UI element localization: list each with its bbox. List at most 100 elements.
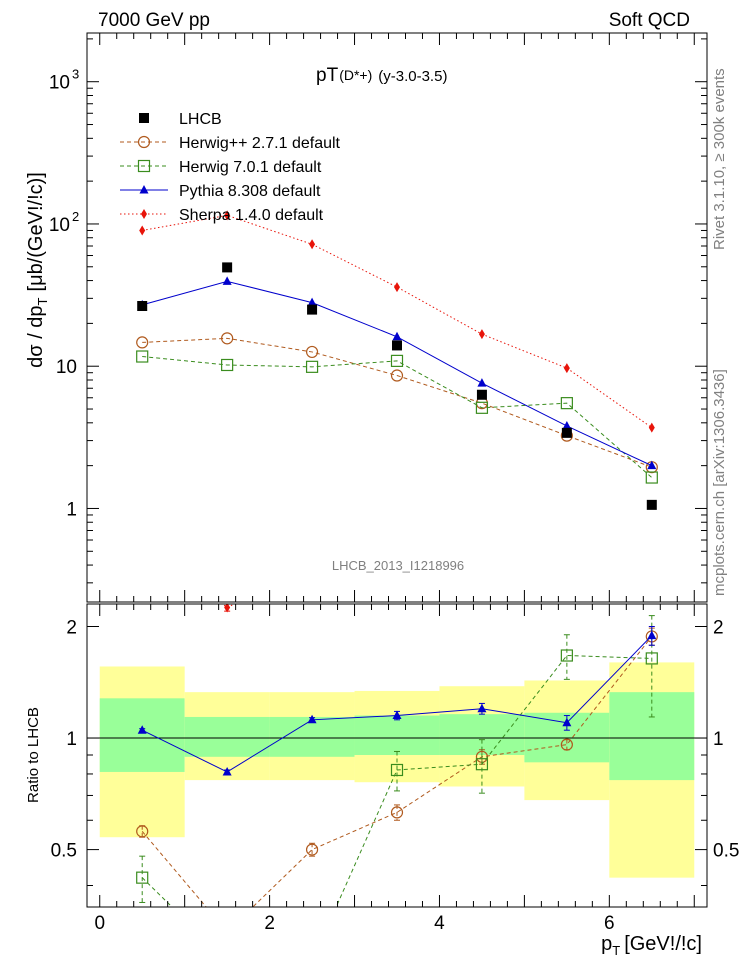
header-left: 7000 GeV pp	[98, 10, 210, 31]
plot-title: pT(D*+) (y-3.0-3.5)	[316, 65, 447, 86]
series-point-herwigpp	[136, 336, 149, 349]
ratio-y-tick-label-right: 1	[713, 729, 724, 750]
series-point-herwigpp	[221, 332, 234, 345]
series-line-sherpa	[142, 214, 653, 429]
ratio-point-sherpa	[649, 531, 655, 541]
legend-marker-lhcb	[139, 113, 149, 123]
ratio-point-pythia	[222, 766, 232, 776]
main-y-tick-exponent: 3	[72, 67, 79, 82]
series-line-herwig7	[142, 356, 653, 478]
x-tick-label: 6	[604, 913, 615, 934]
main-y-tick-exponent: 2	[72, 209, 79, 224]
legend: LHCB Herwig++ 2.7.1 default Herwig 7.0.1 d…	[120, 111, 341, 224]
series-point-pythia	[647, 460, 657, 470]
legend-label-lhcb: LHCB	[179, 111, 222, 128]
series-point-herwig7	[305, 360, 319, 373]
series-point-herwig7	[221, 358, 234, 372]
ratio-point-sherpa	[394, 582, 400, 592]
ratio-point-herwigpp	[560, 738, 573, 751]
data-point-lhcb	[222, 262, 233, 273]
ratio-uncertainty-bands	[99, 662, 695, 878]
series-point-pythia	[477, 378, 487, 387]
ratio-y-tick-label-left: 0.5	[51, 841, 77, 862]
legend-marker-herwig7	[137, 159, 151, 173]
legend-marker-herwigpp	[137, 135, 151, 149]
analysis-watermark: LHCB_2013_I1218996	[332, 558, 464, 573]
series-point-sherpa	[478, 329, 485, 340]
series-point-sherpa	[563, 363, 570, 374]
series-point-herwig7	[475, 401, 489, 414]
ratio-point-herwigpp	[136, 825, 149, 838]
ratio-stat-band	[609, 692, 695, 781]
main-y-axis-label: dσ / dpT [μb/(GeV!/!c)]	[25, 172, 50, 368]
series-point-pythia	[222, 276, 232, 285]
series-point-pythia	[307, 297, 317, 307]
ratio-point-pythia	[307, 714, 317, 724]
main-panel-series	[136, 210, 658, 510]
ratio-y-axis-label: Ratio to LHCB	[25, 707, 42, 803]
ratio-point-herwig7	[307, 956, 318, 967]
rivet-version-label: Rivet 3.1.10, ≥ 300k events	[711, 68, 728, 250]
main-y-label-pre: dσ / dp	[25, 305, 47, 367]
ratio-point-herwig7	[560, 649, 573, 662]
data-point-lhcb	[476, 389, 487, 400]
plot-title-range: (y-3.0-3.5)	[378, 68, 447, 85]
x-label-sub: T	[612, 943, 620, 958]
series-point-pythia	[392, 331, 402, 341]
series-line-herwigpp	[142, 337, 652, 468]
ratio-y-tick-label-left: 2	[66, 617, 77, 638]
series-point-sherpa	[309, 239, 316, 250]
ratio-panel-series	[136, 531, 658, 967]
ratio-line-herwig7	[141, 655, 652, 907]
series-point-herwigpp	[305, 345, 319, 359]
main-y-tick-label: 1	[66, 499, 77, 520]
main-y-tick-label: 10	[56, 357, 77, 378]
ratio-point-herwigpp	[305, 843, 319, 856]
x-label-unit: [GeV!/!c]	[624, 933, 702, 955]
ratio-point-sherpa	[224, 604, 231, 613]
data-point-lhcb	[561, 427, 572, 438]
series-point-herwig7	[560, 397, 573, 410]
main-y-tick-label: 10	[49, 73, 70, 94]
ratio-point-herwig7	[390, 763, 404, 777]
ratio-stat-band	[99, 698, 185, 772]
series-point-sherpa	[139, 225, 146, 236]
ratio-stat-band	[184, 716, 270, 757]
x-tick-label: 2	[264, 913, 275, 934]
ratio-point-pythia	[647, 630, 657, 640]
data-point-lhcb	[646, 499, 657, 510]
legend-marker-sherpa	[141, 209, 147, 219]
ratio-point-pythia	[137, 725, 147, 734]
plot-title-superscript: (D*+)	[339, 67, 372, 83]
ratio-y-tick-label-right: 2	[713, 617, 724, 638]
ratio-point-sherpa	[309, 562, 315, 572]
header-right: Soft QCD	[609, 10, 690, 31]
ratio-point-herwig7	[645, 652, 658, 665]
axis-ticks	[87, 33, 707, 907]
legend-label-pythia: Pythia 8.308 default	[179, 183, 321, 200]
plot-title-main: pT	[316, 65, 339, 86]
main-y-tick-label: 10	[49, 215, 70, 236]
series-point-herwigpp	[390, 369, 404, 382]
data-point-lhcb	[392, 340, 402, 351]
ratio-y-tick-label-left: 1	[66, 729, 77, 750]
ratio-point-sherpa	[564, 564, 570, 574]
data-point-lhcb	[137, 301, 148, 312]
ratio-point-pythia	[477, 703, 487, 713]
x-tick-label: 0	[94, 913, 105, 934]
series-line-pythia	[142, 280, 653, 467]
legend-label-herwig7: Herwig 7.0.1 default	[179, 159, 322, 176]
ratio-point-herwig7	[475, 758, 489, 771]
x-label-main: p	[601, 933, 612, 955]
ratio-point-sherpa	[139, 536, 145, 546]
ratio-y-tick-label-right: 0.5	[713, 841, 739, 862]
x-tick-label: 4	[434, 913, 445, 934]
main-y-label-unit: [μb/(GeV!/!c)]	[25, 172, 47, 291]
source-label: mcplots.cern.ch [arXiv:1306.3436]	[711, 369, 728, 596]
main-panel-frame	[86, 32, 708, 603]
series-point-sherpa	[648, 422, 655, 433]
series-point-herwig7	[645, 471, 658, 484]
series-point-pythia	[562, 420, 572, 430]
